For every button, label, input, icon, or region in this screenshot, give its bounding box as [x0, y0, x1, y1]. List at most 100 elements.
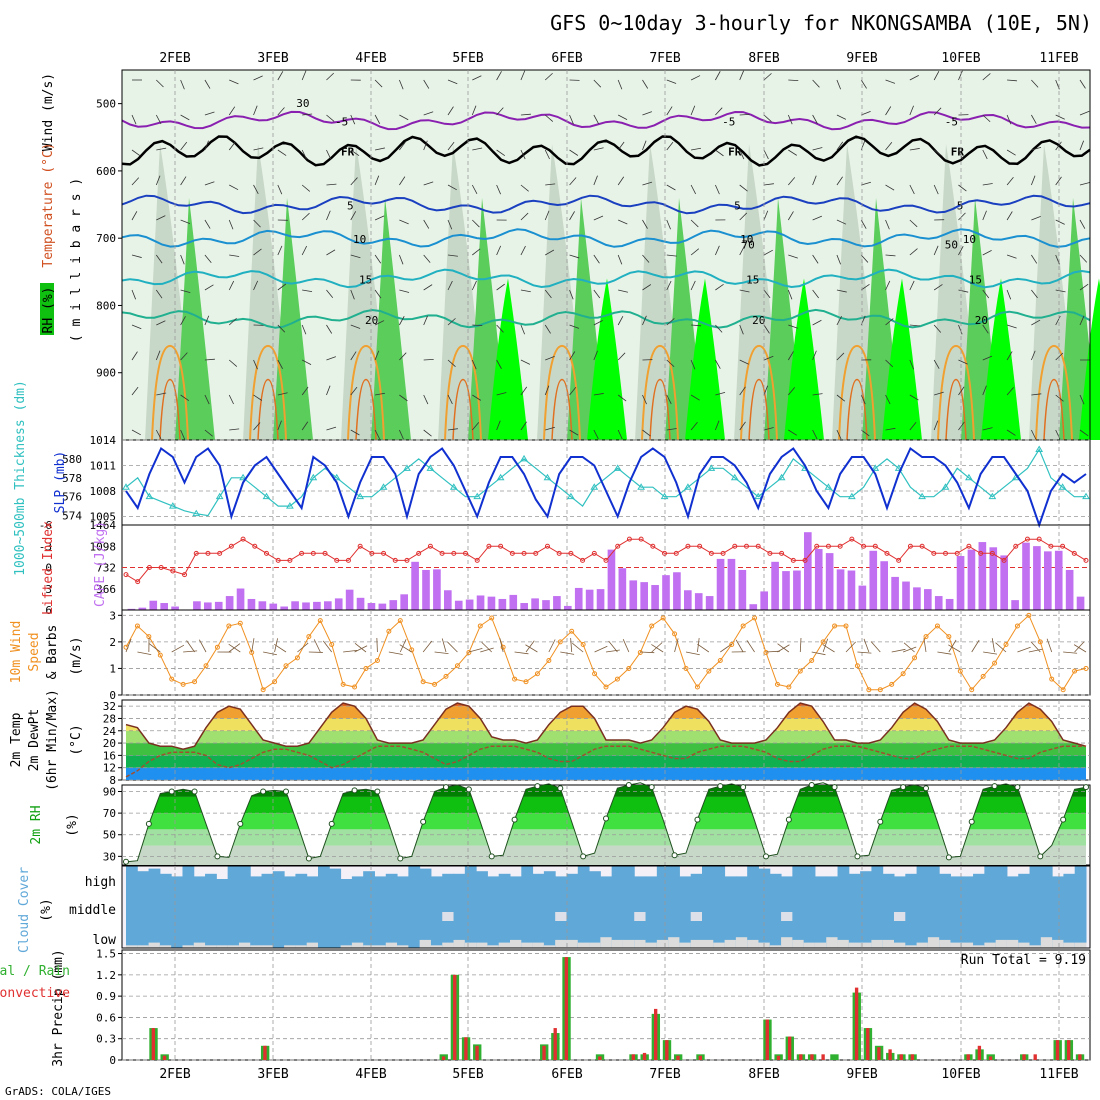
cloud-high-cell [577, 866, 590, 892]
cloud-low-cell [272, 921, 285, 948]
cloud-middle-cell [272, 892, 285, 921]
cloud-high-cell [1006, 876, 1019, 892]
lifted-index-point [205, 550, 211, 556]
wind-barb [350, 324, 361, 329]
cloud-low-cell [521, 921, 534, 948]
lifted-index-point [802, 557, 808, 563]
lifted-index-point [673, 550, 679, 556]
wind-barb [326, 249, 336, 256]
wind-barb [1079, 283, 1089, 291]
wind-speed-point [649, 623, 655, 629]
wind-barb [958, 386, 965, 396]
wind-barb [350, 351, 357, 361]
wind-barb [690, 248, 700, 256]
wind-speed-point [569, 628, 575, 634]
temp-tick-label: 28 [103, 712, 116, 725]
cloud-low-clear [916, 942, 929, 948]
wind-barb [374, 114, 381, 125]
cloud-high-cell [1052, 876, 1064, 892]
wind-speed-point [637, 650, 643, 655]
wind-barb [958, 324, 963, 335]
wind-barb [1055, 394, 1064, 402]
cape-bar [1044, 551, 1052, 610]
wind-speed-point [214, 644, 220, 650]
wind-barb [739, 70, 744, 81]
wind-barb [1031, 429, 1037, 440]
wind-barb [180, 254, 185, 265]
wind-barb [593, 254, 600, 264]
wind-speed-point [340, 681, 346, 687]
wind-barb [496, 184, 501, 195]
cape-tick-label: 366 [96, 583, 116, 596]
cloud-units-label: (%) [39, 898, 54, 921]
slp-tick-label: 1005 [90, 511, 117, 524]
warm-layer-contour [937, 344, 975, 441]
lifted-index-point [755, 543, 761, 549]
cloud-low-clear [182, 945, 195, 948]
wind-barb [958, 70, 963, 81]
cloud-middle-cell [781, 892, 793, 921]
wind-barb [180, 114, 190, 121]
cloud-high-cell [284, 876, 296, 892]
cloud-low-cell [1018, 921, 1031, 948]
cloud-middle-cell [216, 892, 229, 921]
cape-bar [684, 590, 692, 610]
wind-barb [204, 394, 210, 405]
date-label-bottom: 8FEB [748, 1067, 779, 1082]
wind-speed-point [546, 657, 552, 663]
wind-barb [642, 219, 648, 229]
wind-barb-10m [1073, 644, 1087, 653]
precip-convective-bar [665, 1040, 669, 1060]
wind-barb-10m [447, 641, 458, 653]
wind-barb [277, 107, 285, 116]
cloud-high-cell [351, 876, 364, 892]
cape-bar [749, 604, 758, 610]
warm-layer-contour [347, 344, 385, 441]
cape-bar [127, 608, 136, 610]
wind-barb [569, 177, 577, 186]
wind-barb-10m [608, 640, 618, 653]
wind-barb [155, 254, 163, 264]
wind-barb [131, 324, 142, 330]
date-label-top: 5FEB [452, 51, 483, 66]
cloud-low-cell [340, 921, 353, 948]
wind-barb [423, 359, 434, 361]
lifted-index-point [814, 543, 820, 549]
wind-barb [690, 422, 698, 431]
wind-barb [617, 141, 625, 151]
cloud-low-cell [860, 921, 872, 948]
cape-bar [498, 598, 507, 610]
rh-tick-label: 50 [103, 829, 116, 842]
cloud-low-clear [442, 942, 455, 948]
wind-barb [180, 141, 188, 151]
cloud-low-clear [622, 939, 635, 948]
cape-bar [345, 589, 354, 610]
cloud-middle-cell [193, 892, 206, 921]
cloud-high-cell [622, 866, 635, 892]
cloud-low-cell [905, 921, 918, 948]
lifted-index-point [345, 557, 351, 563]
wind-speed-point [969, 687, 975, 693]
wind-barb [1006, 324, 1017, 329]
cape-bar [858, 585, 867, 610]
slp-tick-label: 1011 [90, 460, 117, 473]
cloud-middle-clear [555, 912, 567, 921]
wind-speed-point [717, 657, 723, 663]
cape-bar [793, 570, 801, 610]
wind-barb-10m [891, 648, 906, 653]
thickness-point [145, 492, 154, 500]
wind-barb [496, 392, 507, 396]
lifted-index-point [310, 550, 316, 556]
precip-convective-bar [866, 1028, 870, 1060]
wind-speed-point [660, 615, 666, 621]
lifted-index-point [146, 565, 152, 570]
cloud-low-cell [171, 921, 183, 948]
wind-barb [763, 183, 774, 186]
wind-barb [642, 429, 651, 437]
lifted-index-point [416, 550, 422, 556]
thickness-point [707, 464, 716, 471]
wind-barb [399, 316, 405, 326]
wind-barb [617, 219, 628, 225]
precip-convective-bar [821, 1054, 825, 1060]
wind-barb [1031, 114, 1037, 124]
